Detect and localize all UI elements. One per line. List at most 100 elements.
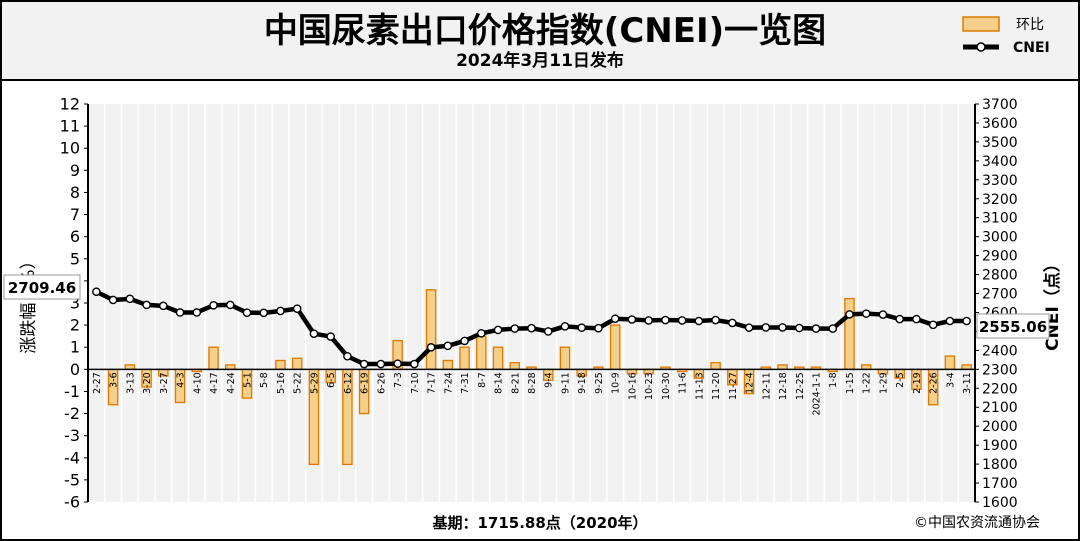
x-tick-label: 9-4 <box>544 372 555 388</box>
x-tick-label: 7-24 <box>443 372 454 394</box>
left-tick-label: -6 <box>64 493 80 512</box>
cnei-point <box>928 320 938 330</box>
cnei-point <box>644 316 653 325</box>
bar <box>844 297 855 370</box>
left-tick-label: -2 <box>64 404 80 423</box>
right-tick-label: 3300 <box>982 173 1018 189</box>
x-tick-label: 2-27 <box>92 372 103 394</box>
left-tick-label: 0 <box>70 360 80 379</box>
cnei-point <box>276 306 285 316</box>
left-axis-title: 涨跌幅（%） <box>19 252 39 353</box>
x-tick-label: 2024-1-1 <box>812 372 823 415</box>
left-tick-label: 9 <box>70 161 80 180</box>
x-tick-label: 8-21 <box>510 372 521 394</box>
left-tick-label: 10 <box>60 139 80 158</box>
first-value-label: 2709.46 <box>8 279 76 297</box>
cnei-point <box>242 308 252 317</box>
cnei-point <box>259 308 269 318</box>
first-value-box <box>3 274 81 300</box>
x-tick-label: 10-9 <box>611 372 622 394</box>
bar-series <box>107 289 972 466</box>
cnei-point <box>175 308 185 317</box>
bar <box>476 335 487 370</box>
cnei-point <box>527 323 536 333</box>
x-tick-label: 6-12 <box>343 372 354 394</box>
last-value-callout: 2555.06 <box>976 313 1050 339</box>
x-tick-label: 9-25 <box>594 372 605 394</box>
cnei-point <box>159 301 168 311</box>
last-value-label: 2555.06 <box>979 318 1047 336</box>
bar <box>944 355 956 370</box>
x-tick-label: 12-18 <box>778 372 789 400</box>
x-tick-label: 8-7 <box>477 372 488 388</box>
right-tick-label: 2800 <box>982 268 1018 284</box>
x-tick-label: 12-4 <box>745 372 756 394</box>
left-tick-label: 7 <box>70 205 80 224</box>
cnei-point <box>878 310 888 319</box>
x-tick-label: 5-16 <box>276 372 287 394</box>
legend-bar-label: 环比 <box>1016 17 1044 33</box>
bar <box>275 359 286 370</box>
cnei-point <box>794 323 804 333</box>
cnei-point <box>778 323 787 332</box>
cnei-point <box>225 300 235 310</box>
legend-line-label: CNEI <box>1013 40 1050 56</box>
cnei-point <box>476 329 486 338</box>
cnei-point <box>543 327 553 336</box>
plot-area <box>88 104 975 502</box>
cnei-point <box>761 323 771 332</box>
x-tick-label: 6-19 <box>360 372 371 394</box>
x-tick-label: 5-29 <box>309 372 320 394</box>
x-tick-label: 3-27 <box>159 372 170 394</box>
right-tick-label: 2900 <box>982 249 1018 265</box>
x-tick-label: 11-20 <box>711 372 722 400</box>
left-tick-label: 11 <box>60 117 80 136</box>
x-tick-label: 2-5 <box>895 372 906 388</box>
right-tick-label: 2300 <box>982 362 1018 378</box>
cnei-point <box>627 315 637 324</box>
bar <box>509 362 521 370</box>
grid <box>103 104 960 502</box>
left-tick-label: -3 <box>64 426 80 445</box>
x-tick-label: 8-14 <box>494 372 505 394</box>
right-tick-label: 2400 <box>982 343 1018 359</box>
right-tick-label: 3700 <box>982 97 1018 113</box>
cnei-point <box>845 310 854 319</box>
x-tick-label: 1-15 <box>845 372 856 394</box>
left-tick-label: 3 <box>70 294 80 313</box>
chart-title: 中国尿素出口价格指数(CNEI)一览图 <box>264 11 826 51</box>
bar <box>291 357 303 370</box>
cnei-point <box>209 300 218 310</box>
x-tick-labels: 2-27 3-6 3-13 3-20 3-27 4-3 4-10 4-17 4-24 5-1 5-8… <box>92 372 973 415</box>
cnei-point <box>577 323 587 332</box>
right-tick-label: 1800 <box>982 457 1018 473</box>
cnei-point <box>393 359 402 368</box>
right-tick-label: 3100 <box>982 211 1018 227</box>
left-tick-label: -5 <box>64 470 80 489</box>
x-tick-label: 4-17 <box>209 372 220 394</box>
x-tick-label: 7-31 <box>460 372 471 394</box>
first-value-callout: 2709.46 <box>3 274 81 300</box>
x-tick-label: 4-3 <box>176 372 187 388</box>
x-tick-label: 6-26 <box>376 372 387 394</box>
cnei-point <box>744 323 754 332</box>
cnei-point <box>192 308 202 317</box>
cnei-point <box>560 322 570 331</box>
cnei-point <box>359 359 369 369</box>
right-tick-label: 2200 <box>982 381 1018 397</box>
x-tick-label: 12-25 <box>795 372 806 400</box>
x-tick-label: 7-10 <box>410 372 421 394</box>
bar <box>492 346 504 370</box>
cnei-point <box>326 332 335 341</box>
x-tick-label: 7-17 <box>427 372 438 394</box>
cnei-point <box>376 359 386 369</box>
cnei-point <box>594 323 603 333</box>
cnei-point <box>912 314 921 324</box>
bar <box>425 289 437 370</box>
chart-subtitle: 2024年3月11日发布 <box>456 50 624 71</box>
cnei-point <box>493 325 503 335</box>
legend-bar-swatch <box>962 16 1000 32</box>
cnei-point <box>610 314 620 324</box>
x-tick-label: 4-24 <box>226 372 237 394</box>
x-tick-label: 11-13 <box>694 372 705 400</box>
